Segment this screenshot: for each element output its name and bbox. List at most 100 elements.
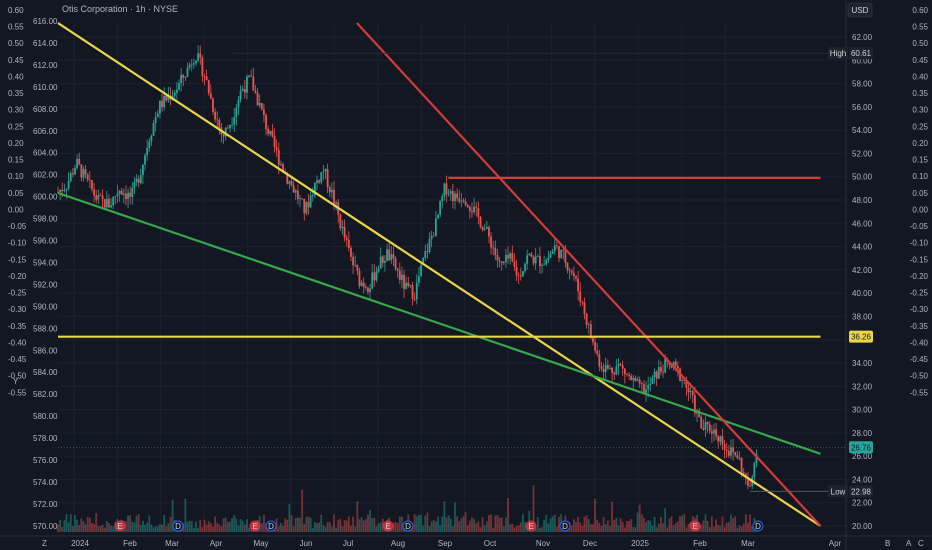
candle-body [203, 76, 206, 78]
price-tick-label: 26.00 [852, 452, 873, 461]
candle-body [322, 171, 325, 173]
price-tick-label: 50.00 [852, 173, 873, 182]
left-inner-tick-label: 586.00 [33, 346, 58, 355]
candle-body [524, 263, 526, 272]
volume-bar [88, 517, 91, 532]
volume-bar [165, 526, 168, 532]
volume-bar [318, 522, 321, 532]
left-inner-tick-label: 598.00 [33, 215, 58, 224]
candle-body [263, 109, 265, 116]
trendlines[interactable] [57, 22, 846, 527]
volume-bar [541, 527, 543, 532]
x-tick-label: Jul [343, 539, 353, 548]
candle-body [704, 422, 707, 430]
candle-body [511, 253, 514, 262]
volume-bar [137, 514, 140, 532]
dividend-badge[interactable]: D [402, 520, 414, 532]
badge-circle [114, 520, 126, 532]
volume-bar [152, 527, 155, 532]
price-tick-label: 52.00 [852, 149, 873, 158]
volume-bar [392, 522, 395, 532]
left-outer-tick-label: 0.30 [8, 106, 24, 115]
earnings-badge[interactable]: E [689, 520, 701, 532]
earnings-badge[interactable]: E [525, 520, 537, 532]
candle-body [481, 226, 484, 230]
volume-bar [515, 526, 518, 532]
currency-button[interactable]: USD [847, 2, 873, 18]
candle-body [186, 67, 189, 77]
candle-body [700, 416, 703, 429]
trendline-green-falling[interactable] [57, 191, 821, 455]
right-outer-tick-label: 0.60 [912, 6, 928, 15]
candle-body [507, 254, 509, 259]
candle-body [118, 190, 121, 194]
volume-bar [97, 526, 100, 532]
volume-bar [551, 516, 554, 532]
volume-bar [188, 520, 191, 532]
dividend-badge[interactable]: D [265, 520, 277, 532]
volume-bar [201, 527, 204, 532]
volume-bar [715, 519, 718, 532]
dividend-badge[interactable]: D [559, 520, 571, 532]
badge-circle [525, 520, 537, 532]
volume-bar [670, 516, 673, 532]
x-tick-label: 2024 [71, 539, 89, 548]
x-tick-label: Feb [123, 539, 137, 548]
volume-bar [558, 516, 560, 532]
candle-body [252, 76, 255, 91]
price-tag-value: 36.26 [851, 333, 872, 342]
volume-bar [59, 519, 62, 532]
candle-body [57, 191, 59, 193]
trendline-red-falling[interactable] [356, 22, 822, 527]
candle-body [343, 226, 346, 238]
right-outer-tick-label: 0.55 [912, 23, 928, 32]
candle-body [137, 178, 140, 184]
volume-bar [396, 523, 399, 532]
earnings-badge[interactable]: E [382, 520, 394, 532]
volume-bar [630, 519, 633, 532]
candle-body [589, 324, 592, 339]
x-tick-label: May [253, 539, 268, 548]
earnings-badge[interactable]: E [114, 520, 126, 532]
candle-body [522, 271, 524, 277]
volume-bar [687, 523, 690, 532]
volume-bar [643, 518, 645, 532]
volume-bar [237, 525, 240, 532]
badge-letter: D [175, 522, 181, 531]
candle-body [456, 193, 459, 199]
right-outer-tick-label: 0.05 [912, 189, 928, 198]
candle-body [449, 191, 452, 194]
volume-bar [751, 526, 754, 532]
volume-bar [468, 520, 471, 532]
earnings-badge[interactable]: E [249, 520, 261, 532]
dividend-badge[interactable]: D [172, 520, 184, 532]
trendline-yellow-falling[interactable] [57, 22, 822, 527]
candle-body [188, 64, 191, 68]
right-outer-tick-label: 0.10 [912, 172, 928, 181]
volume-bar [721, 516, 724, 532]
badge-letter: D [268, 522, 274, 531]
volume-bar [377, 523, 380, 532]
candle-body [451, 191, 454, 202]
volume-bar [328, 522, 331, 532]
candle-body [309, 195, 312, 208]
volume-bar [685, 527, 688, 532]
volume-bar [241, 520, 244, 532]
volume-bar [288, 504, 291, 532]
dividend-badge[interactable]: D [752, 520, 764, 532]
x-tick-label: Apr [210, 539, 223, 548]
volume-bar [65, 514, 68, 532]
candle-body [294, 190, 297, 193]
left-outer-tick-label: -0.10 [8, 239, 27, 248]
candle-body [184, 76, 187, 78]
volume-bar [411, 527, 414, 532]
volume-bar [734, 516, 737, 532]
candle-body [142, 164, 144, 176]
candle-body [585, 314, 588, 325]
volume-bar [679, 516, 681, 532]
volume-bar [674, 522, 677, 532]
volume-bar [61, 526, 64, 532]
